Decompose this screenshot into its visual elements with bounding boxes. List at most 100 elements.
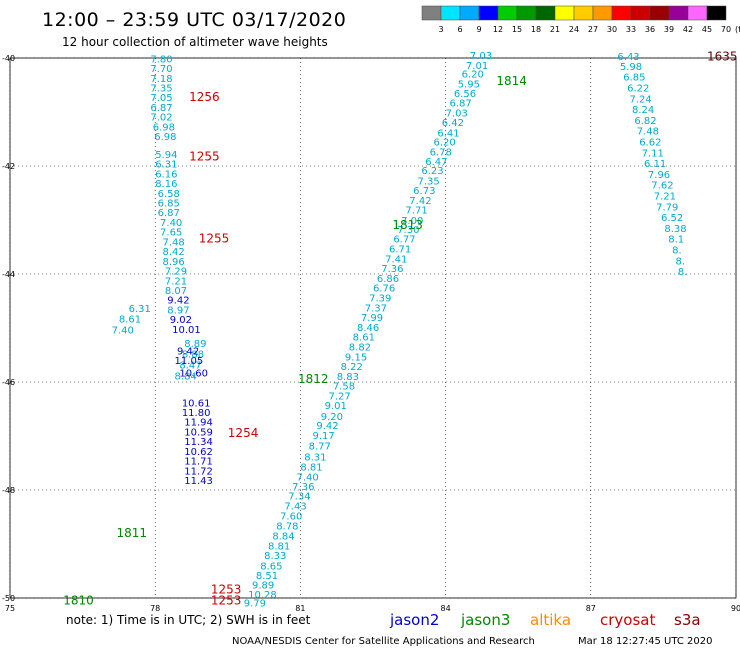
color-scale-label: 30: [607, 25, 617, 34]
color-scale-label: 12: [493, 25, 503, 34]
pass-time-label: 1253: [211, 583, 242, 597]
source-legend-jason2: jason2: [389, 611, 439, 629]
color-swatch: [478, 5, 499, 21]
source-legend-altika: altika: [530, 611, 571, 629]
wave-height-point: 7.43: [284, 501, 306, 512]
wave-height-point: 8.97: [167, 305, 189, 316]
x-tick-label: 75: [5, 604, 15, 613]
wave-height-point: 7.29: [165, 267, 187, 278]
color-swatch: [687, 5, 708, 21]
pass-time-label: 1253: [211, 593, 242, 607]
wave-height-point: 6.86: [377, 274, 399, 285]
source-legend-jason3: jason3: [460, 611, 510, 629]
wave-height-point: 8.81: [268, 541, 290, 552]
color-scale-label: (ft): [735, 25, 740, 34]
pass-time-label: 1635: [707, 50, 738, 64]
pass-time-label: 1254: [228, 426, 259, 440]
wave-height-point: 11.94: [184, 418, 213, 429]
wave-height-point: 9.89: [252, 580, 274, 591]
wave-height-point: 8.46: [357, 323, 379, 334]
x-tick-label: 78: [150, 604, 160, 613]
wave-height-point: 7.39: [369, 294, 391, 305]
wave-height-point: 9.79: [244, 599, 266, 610]
color-scale-label: 39: [664, 25, 674, 34]
color-swatch: [592, 5, 613, 21]
wave-height-point: 7.21: [654, 191, 676, 202]
color-scale-label: 42: [683, 25, 693, 34]
wave-height-point: 7.36: [381, 264, 403, 275]
wave-height-point: 7.05: [150, 93, 172, 104]
color-swatch: [421, 5, 442, 21]
color-scale-label: 36: [645, 25, 655, 34]
wave-height-point: 9.15: [345, 352, 367, 363]
wave-height-point: 7.11: [642, 148, 664, 159]
color-swatch: [459, 5, 480, 21]
wave-height-point: 6.73: [413, 186, 435, 197]
wave-height-points: 7.037.016.205.956.566.877.036.426.416.20…: [112, 51, 688, 610]
wave-height-point: 7.99: [361, 313, 383, 324]
wave-height-point: 8.81: [300, 463, 322, 474]
wave-height-point: 8.47: [179, 361, 201, 372]
wave-height-point: 6.85: [158, 199, 180, 210]
wave-height-point: 5.94: [155, 150, 177, 161]
color-scale-label: 45: [702, 25, 712, 34]
pass-time-label: 1255: [189, 150, 220, 164]
wave-height-point: 7.03: [446, 108, 468, 119]
color-scale-label: 21: [550, 25, 560, 34]
wave-height-point: 6.87: [150, 103, 172, 114]
color-scale-label: 27: [588, 25, 598, 34]
wave-height-point: 8.07: [165, 286, 187, 297]
wave-height-point: 6.47: [425, 157, 447, 168]
wave-height-point: 6.87: [158, 208, 180, 219]
wave-height-point: 6.42: [442, 118, 464, 129]
wave-height-point: 6.20: [434, 137, 456, 148]
color-scale-label: 24: [569, 25, 579, 34]
footer-credit: NOAA/NESDIS Center for Satellite Applica…: [232, 636, 535, 647]
wave-height-point: 7.71: [405, 206, 427, 217]
pass-time-label: 1255: [199, 232, 230, 246]
wave-height-point: 6.20: [462, 69, 484, 80]
wave-height-point: 8.42: [162, 247, 184, 258]
pass-time-label: 1814: [496, 74, 527, 88]
pass-time-label: 1812: [298, 372, 329, 386]
footer-note: note: 1) Time is in UTC; 2) SWH is in fe…: [66, 613, 311, 627]
wave-height-point: 7.41: [385, 255, 407, 266]
x-tick-label: 84: [441, 604, 451, 613]
footer-timestamp: Mar 18 12:27:45 UTC 2020: [578, 636, 713, 647]
wave-height-point: 6.76: [373, 283, 395, 294]
y-tick-label: -50: [2, 594, 15, 603]
wave-height-point: 11.80: [182, 408, 211, 419]
wave-height-point: 8.77: [309, 442, 331, 453]
wave-height-point: 6.23: [421, 166, 443, 177]
x-tick-label: 90: [731, 604, 740, 613]
wave-height-point: 8.82: [349, 343, 371, 354]
wave-height-point: 8.38: [664, 224, 686, 235]
wave-height-point: 7.35: [150, 83, 172, 94]
wave-height-point: 11.72: [184, 466, 213, 477]
wave-height-point: 9.42: [177, 346, 199, 357]
wave-height-point: 8.65: [260, 561, 282, 572]
wave-height-point: 5.98: [620, 62, 642, 73]
wave-height-point: 9.02: [170, 315, 192, 326]
wave-height-point: 9.01: [325, 401, 347, 412]
wave-height-point: 9.17: [313, 431, 335, 442]
wave-height-point: 8.24: [632, 105, 654, 116]
y-tick-label: -40: [2, 54, 15, 63]
wave-height-point: 7.35: [418, 176, 440, 187]
color-swatch: [573, 5, 594, 21]
wave-height-point: 6.43: [617, 52, 639, 63]
wave-height-point: 8.31: [304, 452, 326, 463]
wave-height-point: 6.71: [389, 244, 411, 255]
plot-area-frame: [9, 57, 737, 599]
wave-height-point: 6.62: [639, 137, 661, 148]
wave-height-point: 10.60: [179, 369, 208, 380]
wave-height-point: 8.61: [119, 315, 141, 326]
color-swatch: [630, 5, 651, 21]
grid-lines: [9, 57, 737, 599]
wave-height-point: 7.96: [648, 170, 670, 181]
wave-height-point: 8.83: [337, 372, 359, 383]
chart-subtitle: 12 hour collection of altimeter wave hei…: [62, 35, 328, 49]
